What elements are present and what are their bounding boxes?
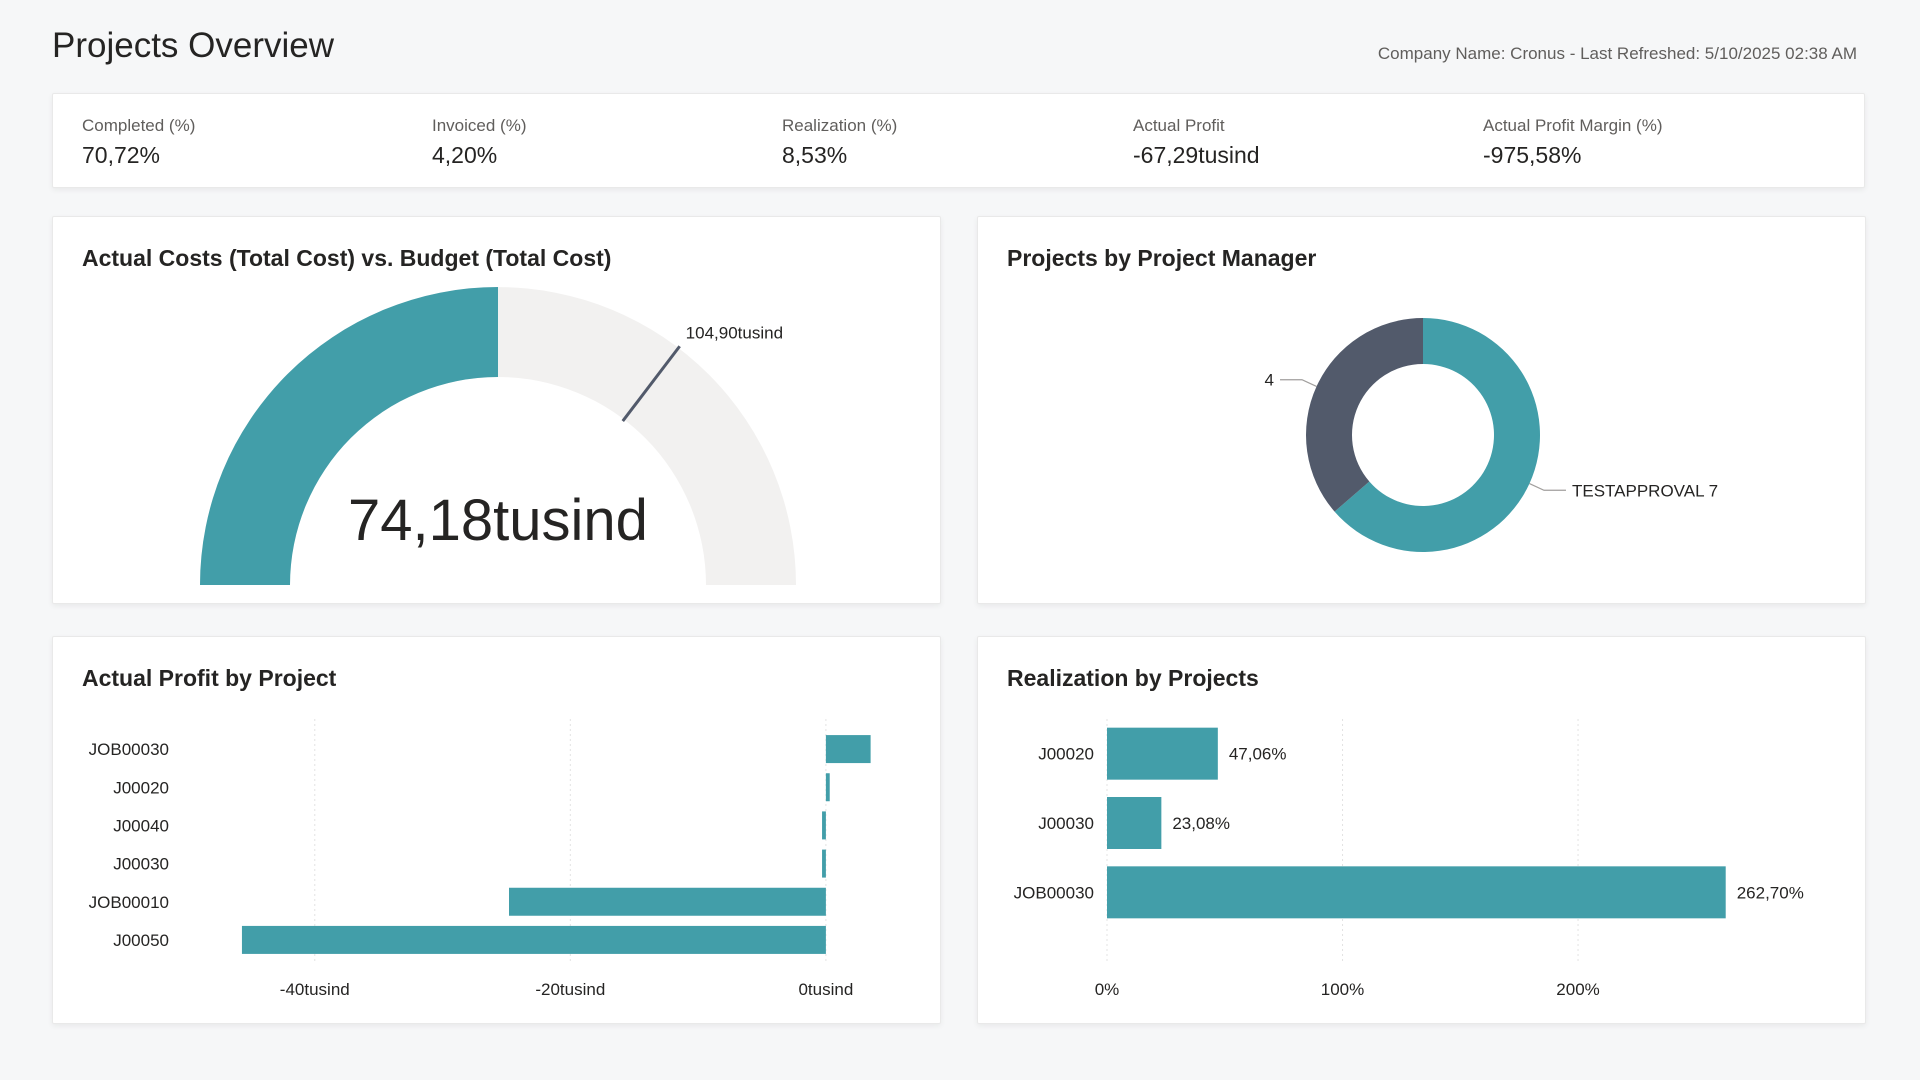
bar-data-label: 23,08% <box>1172 814 1230 833</box>
gauge-target-label: 104,90tusind <box>686 323 783 342</box>
y-category-label: J00020 <box>1038 745 1094 764</box>
kpi-value: -67,29tusind <box>1133 142 1260 168</box>
kpi-label: Actual Profit Margin (%) <box>1483 116 1663 135</box>
refresh-info: Company Name: Cronus - Last Refreshed: 5… <box>1377 44 1857 63</box>
realization-title: Realization by Projects <box>1007 665 1259 691</box>
donut-leader-line <box>1529 483 1566 491</box>
kpi-realization[interactable]: Realization (%) 8,53% <box>782 116 897 169</box>
x-tick-label: 0% <box>1095 980 1120 999</box>
kpi-value: -975,58% <box>1483 142 1582 168</box>
kpi-value: 70,72% <box>82 142 161 168</box>
kpi-invoiced[interactable]: Invoiced (%) 4,20% <box>432 116 526 169</box>
bar <box>509 887 826 916</box>
donut-title: Projects by Project Manager <box>1007 245 1317 271</box>
donut-leader-line <box>1280 379 1317 387</box>
bar <box>1107 866 1726 919</box>
kpi-label: Actual Profit <box>1133 116 1225 135</box>
bar <box>1107 727 1218 780</box>
y-category-label: J00020 <box>113 778 169 797</box>
x-tick-label: 0tusind <box>798 980 853 999</box>
y-category-label: JOB00010 <box>89 893 169 912</box>
bar <box>822 849 826 878</box>
gauge-target-marker <box>621 345 681 422</box>
kpi-value: 8,53% <box>782 142 848 168</box>
donut-slice <box>1334 318 1540 552</box>
kpi-label: Completed (%) <box>82 116 196 135</box>
gauge-chart[interactable]: 104,90tusind 74,18tusind <box>53 217 940 603</box>
bar-data-label: 262,70% <box>1737 883 1804 902</box>
bar <box>825 735 871 764</box>
donut-chart[interactable]: TESTAPPROVAL 7 4 <box>978 217 1865 603</box>
kpi-label: Invoiced (%) <box>432 116 527 135</box>
bar <box>1107 797 1162 849</box>
x-tick-label: -40tusind <box>280 980 350 999</box>
y-category-label: J00030 <box>1038 814 1094 833</box>
profit-card[interactable]: Actual Profit by Project -40tusind -20tus… <box>52 636 941 1024</box>
bar-data-label: 47,06% <box>1229 745 1287 764</box>
gauge-card[interactable]: Actual Costs (Total Cost) vs. Budget (To… <box>52 216 941 604</box>
kpi-actual-profit[interactable]: Actual Profit -67,29tusind <box>1133 116 1260 169</box>
x-tick-label: 100% <box>1321 980 1364 999</box>
donut-card[interactable]: Projects by Project Manager TESTAPPROVAL… <box>977 216 1866 604</box>
kpi-completed[interactable]: Completed (%) 70,72% <box>82 116 195 169</box>
donut-slice-label: TESTAPPROVAL 7 <box>1572 481 1718 500</box>
y-category-label: JOB00030 <box>1014 883 1094 902</box>
kpi-label: Realization (%) <box>782 116 898 135</box>
bar <box>822 811 826 840</box>
y-category-label: JOB00030 <box>89 740 169 759</box>
y-category-label: J00040 <box>113 816 169 835</box>
gauge-value-label: 74,18tusind <box>348 488 648 553</box>
y-category-label: J00030 <box>113 855 169 874</box>
kpi-profit-margin[interactable]: Actual Profit Margin (%) -975,58% <box>1483 116 1663 169</box>
kpi-strip: Completed (%) 70,72% Invoiced (%) 4,20% … <box>52 93 1865 188</box>
kpi-value: 4,20% <box>432 142 498 168</box>
x-tick-label: 200% <box>1556 980 1599 999</box>
profit-title: Actual Profit by Project <box>82 665 337 691</box>
realization-card[interactable]: Realization by Projects 0% 100% 200% J00020… <box>977 636 1866 1024</box>
bar <box>825 773 830 802</box>
x-tick-label: -20tusind <box>535 980 605 999</box>
page-title: Projects Overview <box>52 26 335 65</box>
donut-slice-label: 4 <box>1265 371 1274 390</box>
realization-bar-chart[interactable]: 0% 100% 200% J00020 47,06% J00030 23,08% JOB000… <box>978 637 1865 1023</box>
donut-slice <box>1306 318 1423 512</box>
bar <box>241 925 826 954</box>
gauge-value-arc <box>200 287 498 585</box>
gauge-title: Actual Costs (Total Cost) vs. Budget (To… <box>82 245 612 271</box>
profit-bar-chart[interactable]: -40tusind -20tusind 0tusind JOB00030 J00020 J… <box>53 637 940 1023</box>
y-category-label: J00050 <box>113 931 169 950</box>
